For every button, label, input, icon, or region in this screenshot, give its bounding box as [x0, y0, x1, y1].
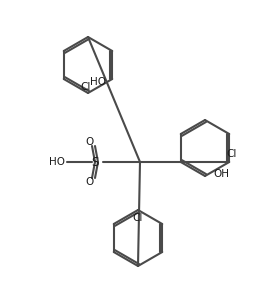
- Text: O: O: [86, 137, 94, 147]
- Text: Cl: Cl: [81, 82, 91, 92]
- Text: OH: OH: [213, 169, 229, 179]
- Text: S: S: [91, 156, 99, 169]
- Text: HO: HO: [49, 157, 65, 167]
- Text: O: O: [86, 177, 94, 187]
- Text: Cl: Cl: [133, 213, 143, 223]
- Text: Cl: Cl: [226, 149, 237, 159]
- Text: HO: HO: [90, 77, 106, 87]
